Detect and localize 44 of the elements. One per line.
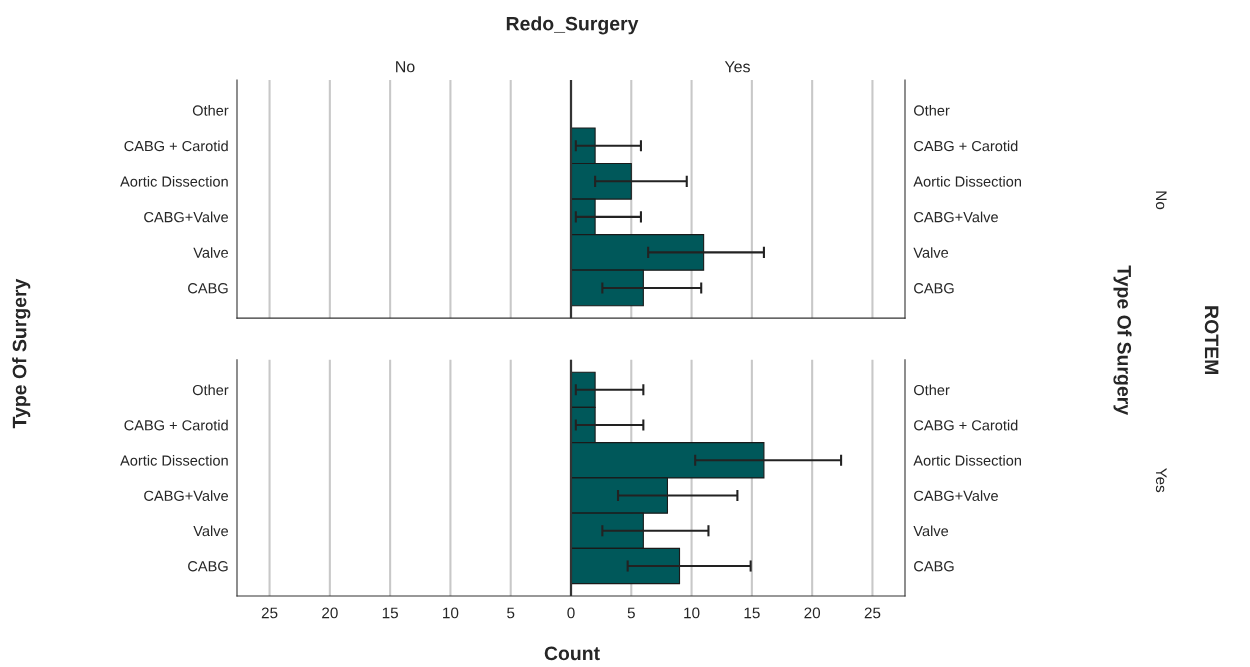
y-tick-label: Aortic Dissection — [913, 176, 1021, 187]
category-label: Other — [192, 384, 229, 396]
y-tick-label: CABG — [914, 561, 954, 572]
x-tick-label: 15 — [744, 607, 760, 619]
category-label: Aortic Dissection — [120, 176, 228, 187]
y-tick-label: Valve — [913, 247, 949, 258]
category-label: CABG — [188, 283, 228, 294]
x-tick-label: 10 — [443, 607, 459, 619]
y-tick-label: CABG + Carotid — [914, 140, 1018, 152]
text: No — [1155, 191, 1167, 210]
category-label: Aortic Dissection — [120, 455, 228, 466]
y-tick-label: CABG+Valve — [914, 490, 998, 501]
text: ROTEM — [1204, 306, 1219, 374]
y-tick-label: Aortic Dissection — [913, 455, 1021, 466]
y-axis-title: Type Of Surgery — [12, 278, 31, 429]
y2-axis-title: Type Of Surgery — [1113, 265, 1132, 415]
category-label: CABG — [188, 561, 228, 572]
y-tick-label: Valve — [913, 525, 949, 537]
text: No — [396, 61, 415, 73]
category-label: Other — [192, 104, 229, 116]
x-tick-label: 5 — [507, 607, 515, 619]
x-tick-label: 20 — [804, 607, 821, 619]
x-tick-label: 10 — [684, 607, 700, 619]
category-label: CABG+Valve — [144, 211, 229, 223]
x-tick-label: 5 — [627, 607, 635, 619]
y-tick-label: CABG+Valve — [914, 211, 998, 223]
category-label: Valve — [193, 247, 229, 258]
category-label: CABG+Valve — [144, 490, 229, 501]
x-tick-label: 0 — [567, 607, 575, 619]
x-tick-label: 25 — [261, 607, 278, 619]
y-tick-label: CABG + Carotid — [914, 419, 1018, 431]
y-tick-label: Other — [914, 104, 950, 116]
category-label: Valve — [193, 525, 229, 537]
category-label: CABG + Carotid — [124, 140, 228, 152]
x-axis-title: Count — [544, 646, 600, 661]
text: Yes — [724, 61, 750, 73]
x-tick-label: 15 — [382, 607, 398, 619]
text: Yes — [1155, 468, 1167, 493]
x-tick-label: 20 — [322, 607, 338, 619]
y-tick-label: CABG — [914, 283, 954, 294]
category-label: CABG + Carotid — [124, 419, 228, 431]
text: Redo_Surgery — [506, 16, 639, 35]
x-tick-label: 25 — [864, 607, 881, 619]
y-tick-label: Other — [914, 384, 950, 396]
